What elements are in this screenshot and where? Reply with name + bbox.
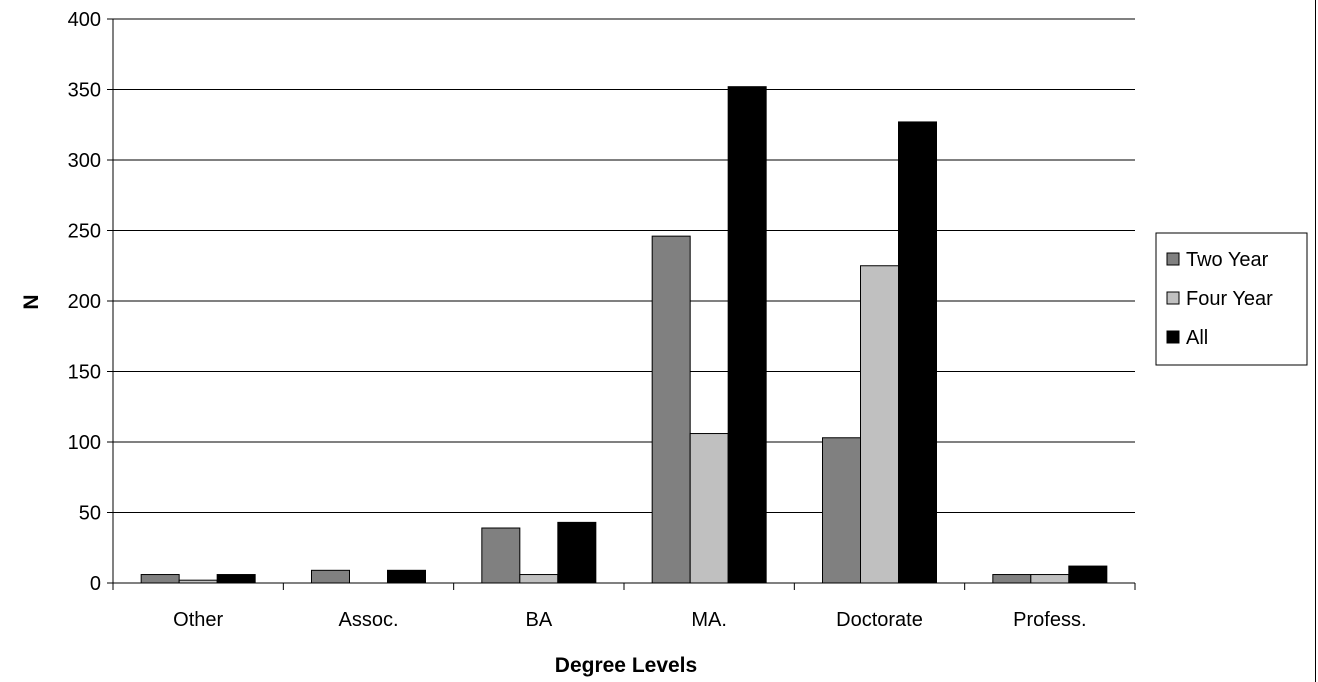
bar-two-year [651,235,691,584]
y-tick-label: 50 [79,503,101,525]
y-tick-label: 200 [68,291,101,313]
x-tick-label: BA [525,609,552,631]
bar-all [898,121,937,584]
legend-swatch [1166,330,1180,344]
legend-swatch [1166,291,1180,305]
y-tick-label: 350 [68,80,101,102]
bar-four-year [689,433,729,584]
bar-two-year [992,574,1032,584]
chart-frame-edge [1315,0,1316,682]
legend-label: Four Year [1186,288,1273,310]
y-tick-label: 300 [68,150,101,172]
legend-box [1155,232,1308,366]
bar-all [557,521,597,584]
bar-four-year [519,574,559,584]
y-axis-title: N [20,294,43,309]
x-tick-label: Assoc. [338,609,398,631]
legend-label: Two Year [1186,249,1269,271]
bar-two-year [140,574,180,584]
bar-two-year [481,527,521,584]
y-tick-label: 100 [68,432,101,454]
y-tick-label: 250 [68,221,101,243]
y-tick-label: 0 [90,573,101,595]
legend: Two Year Four Year All [1155,232,1308,366]
gridlines [113,18,1135,513]
y-tick-labels: 0 50 100 150 200 250 300 350 400 [68,9,113,595]
bar-four-year [1030,574,1070,584]
x-tick-label: Other [173,609,223,631]
y-tick-label: 150 [68,362,101,384]
x-tick-label: Doctorate [836,609,923,631]
bar-all [387,569,426,584]
x-tick-label: MA. [691,609,727,631]
legend-swatch [1166,252,1180,266]
legend-label: All [1186,327,1208,349]
bars [140,86,1108,584]
y-tick-label: 400 [68,9,101,31]
bar-two-year [822,437,861,584]
bar-all [216,574,256,584]
bar-all [727,86,767,584]
bar-all [1068,565,1108,584]
bar-two-year [311,569,350,584]
bar-four-year [860,265,899,584]
x-tick-label: Profess. [1013,609,1086,631]
x-axis-title: Degree Levels [555,654,697,677]
x-tick-labels: Other Assoc. BA MA. Doctorate Profess. [112,583,1136,631]
